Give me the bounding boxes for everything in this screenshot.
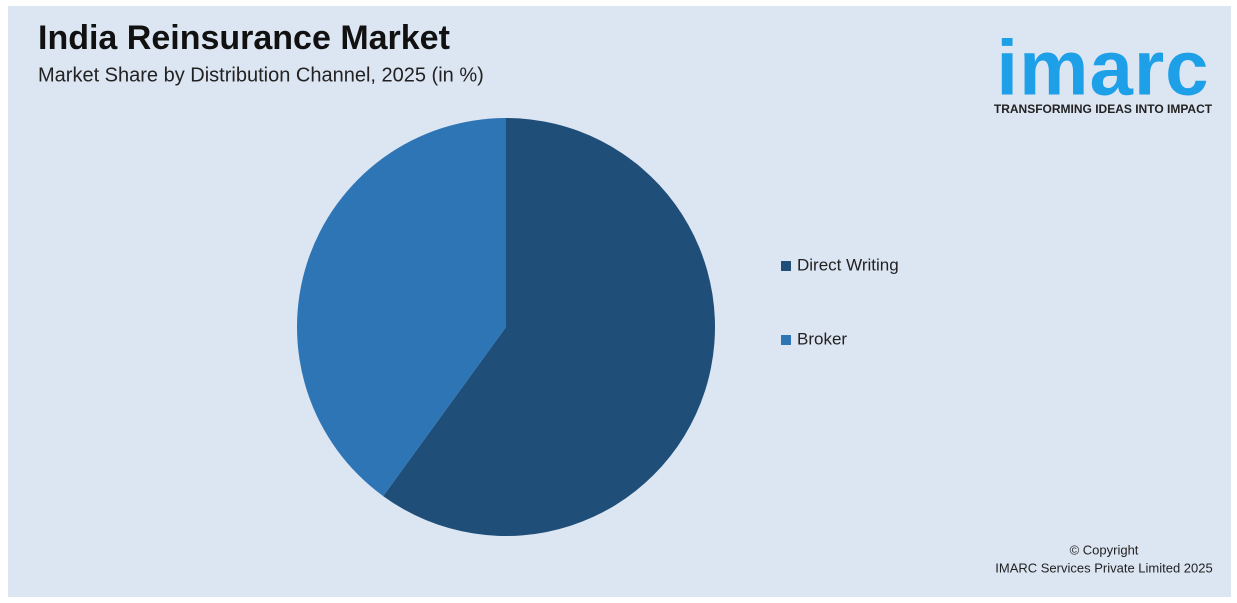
pie-slice — [383, 118, 715, 537]
legend-label: Direct Writing — [797, 255, 899, 274]
logo-tagline: TRANSFORMING IDEAS INTO IMPACT — [994, 102, 1213, 116]
pie-slice — [297, 118, 506, 497]
legend-label: Broker — [797, 329, 847, 348]
copyright-owner: IMARC Services Private Limited 2025 — [995, 560, 1212, 575]
chart-title: India Reinsurance Market — [38, 19, 450, 57]
chart-subtitle: Market Share by Distribution Channel, 20… — [38, 64, 484, 86]
logo-name: imarc — [996, 24, 1209, 112]
legend-swatch — [781, 261, 791, 271]
copyright: © Copyright — [1070, 542, 1139, 557]
legend-swatch — [781, 335, 791, 345]
